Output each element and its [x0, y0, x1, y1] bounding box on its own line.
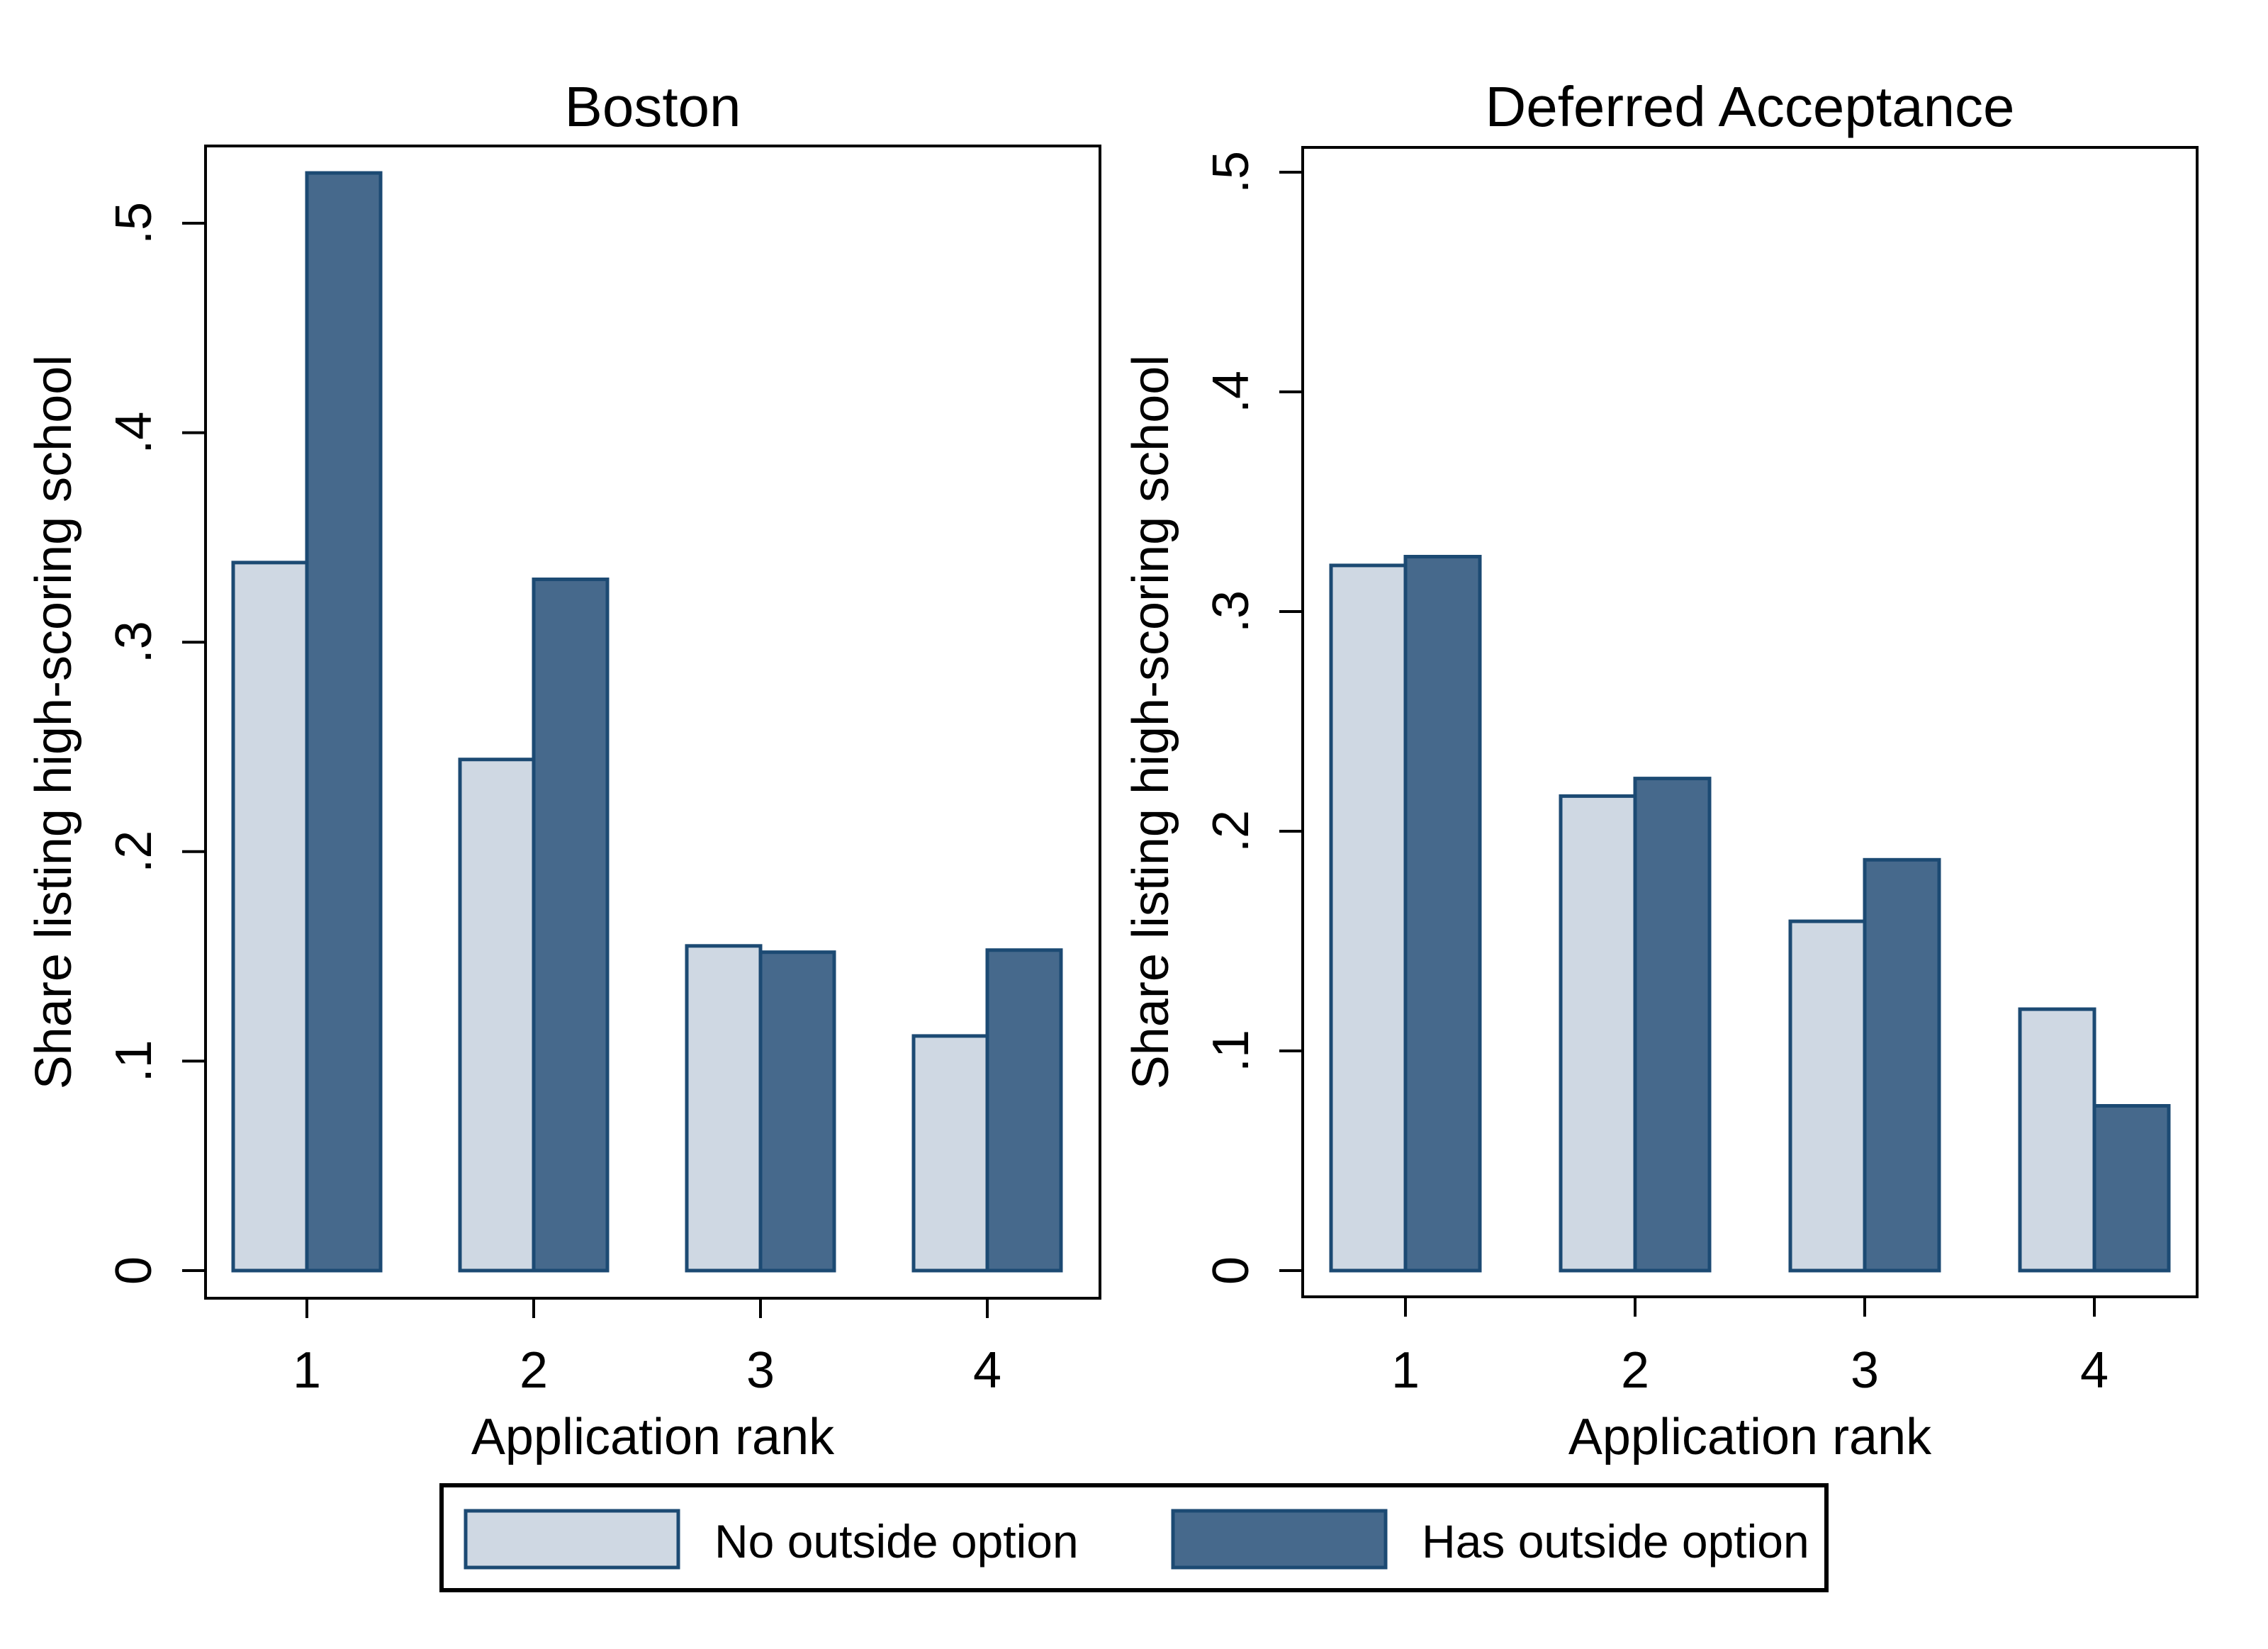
bar-boston-rank3-has-outside	[758, 950, 836, 1273]
y-axis-title: Share listing high-scoring school	[26, 355, 82, 1090]
panel-title: Deferred Acceptance	[1485, 75, 2014, 138]
plot-border	[1301, 146, 2199, 1298]
panel-deferred-acceptance: 0 .1 .2 .3 .4 .5 1 2 3 4 Application rank Share lis…	[1123, 75, 2199, 1465]
bar-boston-rank2-no-outside	[458, 758, 536, 1273]
bar-deferred-acceptance-rank1-has-outside	[1403, 555, 1482, 1273]
bar-deferred-acceptance-rank3-no-outside	[1788, 919, 1867, 1273]
bar-deferred-acceptance-rank2-has-outside	[1633, 777, 1712, 1273]
x-axis-title: Application rank	[471, 1409, 835, 1465]
x-tick-label: 2	[520, 1342, 548, 1399]
panel-boston: 0 .1 .2 .3 .4 .5 1 2 3 4 Application rank Share lis…	[26, 75, 1101, 1465]
bar-boston-rank4-has-outside	[985, 948, 1063, 1273]
y-tick-label: .2	[106, 831, 162, 873]
y-tick-label: .2	[1203, 810, 1259, 852]
x-tick-label: 4	[973, 1342, 1001, 1399]
y-tick-label: 0	[106, 1256, 162, 1285]
y-tick-label: .4	[106, 412, 162, 454]
y-tick-label: .5	[1203, 151, 1259, 193]
x-axis-title: Application rank	[1568, 1409, 1932, 1465]
y-tick-label: .5	[106, 202, 162, 244]
bar-boston-rank1-no-outside	[231, 561, 309, 1273]
bar-deferred-acceptance-rank4-no-outside	[2018, 1007, 2096, 1273]
x-tick-label: 2	[1621, 1342, 1649, 1399]
y-tick-label: .4	[1203, 371, 1259, 413]
x-tick-label: 3	[746, 1342, 775, 1399]
legend-label-no-outside: No outside option	[714, 1515, 1079, 1568]
bar-deferred-acceptance-rank1-no-outside	[1329, 563, 1408, 1273]
panel-title: Boston	[564, 75, 741, 138]
y-axis-title: Share listing high-scoring school	[1123, 355, 1179, 1090]
legend-swatch-no-outside	[464, 1509, 680, 1570]
bar-boston-rank4-no-outside	[911, 1034, 989, 1273]
x-tick-label: 3	[1851, 1342, 1879, 1399]
bar-boston-rank2-has-outside	[532, 578, 610, 1273]
y-tick-label: .3	[1203, 590, 1259, 633]
y-tick-label: .3	[106, 621, 162, 663]
y-tick-label: 0	[1203, 1256, 1259, 1285]
y-tick-label: .1	[1203, 1030, 1259, 1072]
y-tick-label: .1	[106, 1040, 162, 1082]
bar-boston-rank1-has-outside	[305, 171, 383, 1273]
legend: No outside option Has outside option	[439, 1483, 1829, 1592]
legend-label-has-outside: Has outside option	[1422, 1515, 1809, 1568]
x-tick-label: 1	[293, 1342, 321, 1399]
x-tick-label: 1	[1391, 1342, 1420, 1399]
x-tick-label: 4	[2080, 1342, 2109, 1399]
bar-deferred-acceptance-rank3-has-outside	[1863, 857, 1941, 1273]
bar-boston-rank3-no-outside	[685, 944, 763, 1273]
legend-swatch-has-outside	[1171, 1509, 1388, 1570]
plot-border	[204, 145, 1101, 1300]
bar-deferred-acceptance-rank2-no-outside	[1559, 794, 1637, 1273]
bar-deferred-acceptance-rank4-has-outside	[2092, 1104, 2171, 1273]
